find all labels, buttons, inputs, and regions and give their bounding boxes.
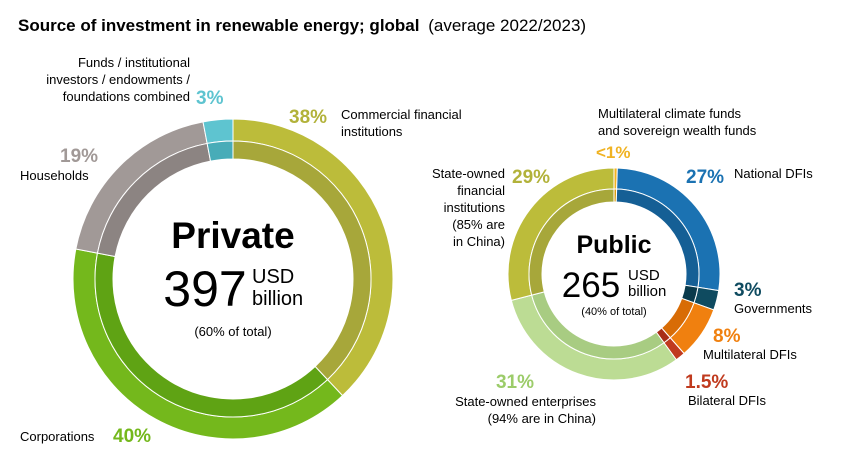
public-label-soe-1: State-owned enterprises: [455, 394, 596, 409]
public-total-value: 265: [562, 266, 620, 305]
private-center: Private 397 USD billion (60% of total): [163, 215, 303, 339]
public-pct-soe: 31%: [496, 372, 534, 393]
public-label-bilateral-dfis: Bilateral DFIs: [688, 393, 767, 408]
public-label-sofi-4: (85% are: [452, 217, 505, 232]
private-total-value: 397: [163, 261, 246, 317]
private-share-note: (60% of total): [194, 324, 271, 339]
public-label-sofi-2: financial: [457, 183, 505, 198]
private-label-funds-2: investors / endowments /: [46, 72, 190, 87]
private-slice-inner-funds-institutional-investors-endowments-foundations-combined: [206, 140, 234, 162]
private-label-commercial-1: Commercial financial: [341, 107, 462, 122]
public-label-sofi-3: institutions: [444, 200, 506, 215]
public-pct-bilateral-dfis: 1.5%: [685, 372, 728, 393]
private-center-label: Private: [171, 215, 294, 256]
public-label-sofi-1: State-owned: [432, 166, 505, 181]
private-donut: [72, 118, 394, 440]
private-unit-line1: USD: [252, 266, 294, 288]
public-donut: [507, 167, 721, 381]
public-unit-line1: USD: [628, 267, 660, 284]
private-label-funds-3: foundations combined: [63, 89, 190, 104]
public-slice-inner-state-owned-financial-institutions: [528, 188, 615, 296]
private-slice-funds-institutional-investors-endowments-foundations-combined: [202, 118, 234, 145]
chart-title-sub: (average 2022/2023): [428, 16, 586, 35]
chart-title: Source of investment in renewable energy…: [18, 16, 586, 35]
public-pct-climate-funds: <1%: [596, 143, 631, 162]
public-pct-multilateral-dfis: 8%: [713, 326, 741, 347]
public-label-multilateral-dfis: Multilateral DFIs: [703, 347, 797, 362]
private-label-funds-1: Funds / institutional: [78, 55, 190, 70]
private-label-corporations: Corporations: [20, 429, 95, 444]
private-label-commercial-2: institutions: [341, 124, 403, 139]
private-pct-funds: 3%: [196, 88, 224, 109]
public-label-soe-2: (94% are in China): [488, 411, 596, 426]
public-center: Public 265 USD billion (40% of total): [562, 231, 667, 318]
public-labels: Multilateral climate funds and sovereign…: [432, 106, 813, 426]
public-label-climate-funds-2: and sovereign wealth funds: [598, 123, 757, 138]
public-pct-national-dfis: 27%: [686, 167, 724, 188]
public-label-governments: Governments: [734, 301, 813, 316]
public-pct-governments: 3%: [734, 280, 762, 301]
private-pct-commercial: 38%: [289, 107, 327, 128]
public-label-sofi-5: in China): [453, 234, 505, 249]
public-share-note: (40% of total): [581, 306, 646, 318]
public-center-label: Public: [576, 231, 651, 259]
private-labels: 38% Commercial financial institutions Co…: [20, 55, 462, 447]
chart-title-main: Source of investment in renewable energy…: [18, 16, 419, 35]
public-label-climate-funds-1: Multilateral climate funds: [598, 106, 742, 121]
private-unit-line2: billion: [252, 288, 303, 310]
public-unit-line2: billion: [628, 283, 666, 300]
public-label-national-dfis: National DFIs: [734, 166, 813, 181]
public-pct-sofi: 29%: [512, 167, 550, 188]
private-label-households: Households: [20, 168, 89, 183]
private-pct-corporations: 40%: [113, 426, 151, 447]
private-pct-households: 19%: [60, 146, 98, 167]
